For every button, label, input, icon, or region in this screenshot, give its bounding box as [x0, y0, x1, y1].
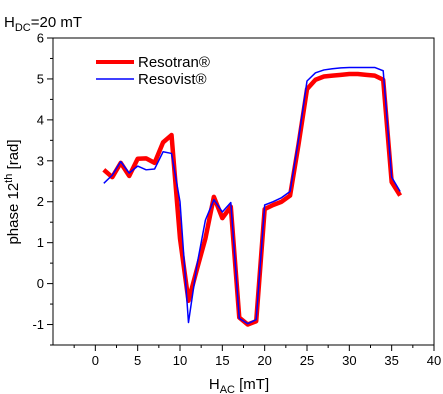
- y-axis-title-main: phase 12: [5, 183, 22, 245]
- x-axis-title-rest: [mT]: [235, 376, 269, 393]
- y-tick-label: 1: [37, 235, 44, 250]
- y-tick-label: 4: [37, 112, 44, 127]
- y-tick-label: 6: [37, 31, 44, 46]
- y-tick-label: 2: [37, 194, 44, 209]
- y-axis-title-sup: th: [3, 174, 15, 183]
- x-axis-title-sub: AC: [220, 384, 235, 394]
- series-line-resovist: [103, 66, 401, 325]
- legend-label-resovist: Resovist®: [138, 71, 207, 88]
- field-annotation: HDC=20 mT: [4, 14, 82, 34]
- y-axis-title-rest: [rad]: [5, 139, 22, 173]
- x-tick-label: 40: [427, 353, 441, 368]
- y-tick-label: 5: [37, 71, 44, 86]
- annotation-sub: DC: [15, 22, 31, 34]
- series-lines: [102, 66, 403, 327]
- x-tick-label: 15: [215, 353, 229, 368]
- legend-label-resotran: Resotran®: [138, 54, 210, 71]
- x-tick-label: 20: [257, 353, 271, 368]
- x-tick-label: 35: [384, 353, 398, 368]
- y-tick-label: -1: [32, 317, 44, 332]
- legend: Resotran® Resovist®: [96, 54, 210, 88]
- annotation-rest: =20 mT: [31, 14, 82, 31]
- y-axis-ticks: -1 0 1 2 3 4 5 6: [32, 31, 53, 346]
- x-tick-label: 10: [173, 353, 187, 368]
- x-axis-ticks: 0 5 10 15 20 25 30 35 40: [73, 345, 441, 368]
- y-axis-title: phase 12th [rad]: [3, 139, 22, 244]
- plot-frame: [52, 37, 435, 346]
- annotation-main: H: [4, 14, 15, 31]
- x-tick-label: 5: [134, 353, 141, 368]
- y-tick-label: 3: [37, 153, 44, 168]
- y-tick-label: 0: [37, 276, 44, 291]
- x-tick-label: 0: [92, 353, 99, 368]
- x-axis-title: HAC [mT]: [209, 376, 269, 394]
- x-axis-title-main: H: [209, 376, 220, 393]
- x-tick-label: 25: [300, 353, 314, 368]
- x-tick-label: 30: [342, 353, 356, 368]
- series-line-resotran: [102, 71, 403, 327]
